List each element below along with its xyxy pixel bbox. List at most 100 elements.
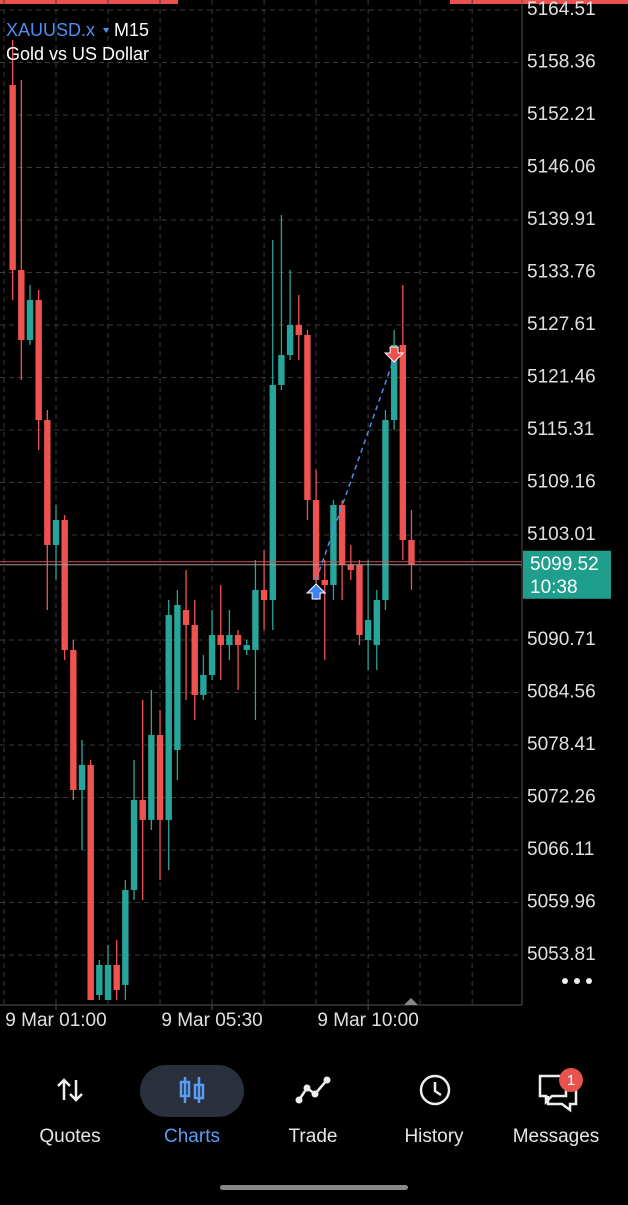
nav-quotes[interactable]: Quotes — [39, 1078, 101, 1147]
timeframe: M15 — [114, 20, 149, 40]
home-indicator — [220, 1185, 408, 1190]
nav-charts[interactable]: Charts — [140, 1065, 244, 1147]
symbol-selector[interactable]: XAUUSD.x M15 — [6, 20, 149, 40]
sell-arrow — [383, 346, 405, 363]
candle-body — [156, 734, 164, 820]
candle-body — [70, 649, 77, 790]
charts-icon — [179, 1077, 205, 1103]
y-tick-label: 5121.46 — [527, 366, 596, 387]
candle-body — [130, 799, 138, 891]
nav-label: Trade — [289, 1126, 338, 1147]
candle-body — [330, 505, 337, 586]
candle-body — [321, 579, 328, 586]
symbol: XAUUSD.x — [6, 20, 95, 40]
candle-body — [234, 635, 242, 646]
candle-body — [286, 324, 294, 356]
y-tick-label: 5139.91 — [527, 209, 596, 230]
candle-body — [44, 419, 51, 545]
candle-body — [356, 564, 363, 636]
candle-body — [148, 734, 155, 820]
more-button[interactable] — [562, 978, 592, 984]
chart — [0, 0, 522, 1005]
candle-body — [61, 519, 68, 650]
candle-body — [78, 764, 86, 790]
y-tick-label: 5115.31 — [527, 419, 594, 440]
candle-body — [191, 624, 198, 695]
quotes-icon — [57, 1078, 83, 1102]
candle-body — [347, 564, 354, 570]
y-tick-label: 5152.21 — [527, 104, 596, 125]
y-tick-label: 5090.71 — [527, 629, 596, 650]
countdown: 10:38 — [530, 577, 578, 598]
candle-body — [399, 344, 406, 541]
history-hands — [433, 1082, 442, 1097]
y-tick-label: 5103.01 — [527, 524, 596, 545]
status-bar — [450, 0, 628, 4]
candle-body — [269, 384, 276, 601]
y-tick-label: 5084.56 — [527, 681, 596, 702]
candle-body — [304, 334, 311, 500]
candle-body — [18, 270, 25, 341]
description: Gold vs US Dollar — [6, 44, 149, 64]
candle-body — [165, 614, 172, 820]
trade-icon-dot — [303, 1084, 311, 1092]
candle-body — [208, 635, 216, 675]
dropdown-icon — [103, 28, 109, 33]
candle-body — [260, 589, 268, 601]
candle-body — [390, 344, 398, 420]
trade-line — [315, 357, 395, 581]
x-tick-label: 9 Mar 10:00 — [317, 1010, 418, 1031]
candle-body — [200, 674, 207, 695]
candle-body — [26, 299, 34, 341]
nav-messages[interactable]: 1 Messages — [513, 1068, 600, 1147]
candle-body — [217, 635, 224, 646]
candle-body — [96, 964, 103, 996]
y-tick-label: 5146.06 — [527, 157, 596, 178]
y-tick-label: 5127.61 — [527, 314, 596, 335]
current-price: 5099.52 — [530, 554, 599, 575]
candle-body — [278, 355, 285, 385]
candle-body — [243, 645, 250, 650]
candle-body — [139, 799, 146, 820]
dot — [586, 978, 592, 984]
y-tick-label: 5066.11 — [527, 839, 594, 860]
trade-icon-dot — [311, 1090, 319, 1098]
x-tick-label: 9 Mar 05:30 — [161, 1010, 262, 1031]
dot — [562, 978, 568, 984]
active-pill — [140, 1065, 244, 1117]
history-icon — [419, 1074, 451, 1106]
price-label-bg — [523, 550, 611, 599]
candle-body — [226, 635, 233, 646]
candle-body — [408, 540, 415, 565]
candle-body — [174, 604, 181, 751]
badge — [559, 1068, 583, 1092]
candle-body — [382, 419, 389, 601]
nav-label: History — [404, 1126, 464, 1147]
y-tick-label: 5078.41 — [527, 734, 596, 755]
trade-icon — [297, 1079, 328, 1101]
dot — [574, 978, 580, 984]
candle-body — [312, 499, 320, 580]
nav-label: Quotes — [39, 1126, 100, 1147]
candle-body — [182, 610, 190, 625]
buy-arrow — [305, 583, 327, 600]
trade-icon-dot — [295, 1096, 303, 1104]
candle-body — [364, 620, 372, 640]
scroll-marker — [404, 998, 418, 1005]
x-tick-label: 9 Mar 01:00 — [5, 1010, 106, 1031]
candle-body — [9, 85, 16, 271]
candle-body — [104, 964, 112, 1000]
candle-body — [252, 589, 259, 650]
y-tick-label: 5072.26 — [527, 786, 596, 807]
y-tick-label: 5053.81 — [527, 944, 596, 965]
nav-trade[interactable]: Trade — [289, 1076, 338, 1148]
nav-history[interactable]: History — [404, 1074, 464, 1147]
badge-count: 1 — [567, 1072, 575, 1089]
candle-body — [373, 600, 380, 646]
candle-body — [113, 964, 120, 990]
y-tick-label: 5164.51 — [527, 0, 596, 20]
candle-body — [122, 890, 129, 985]
status-bar — [0, 0, 178, 4]
